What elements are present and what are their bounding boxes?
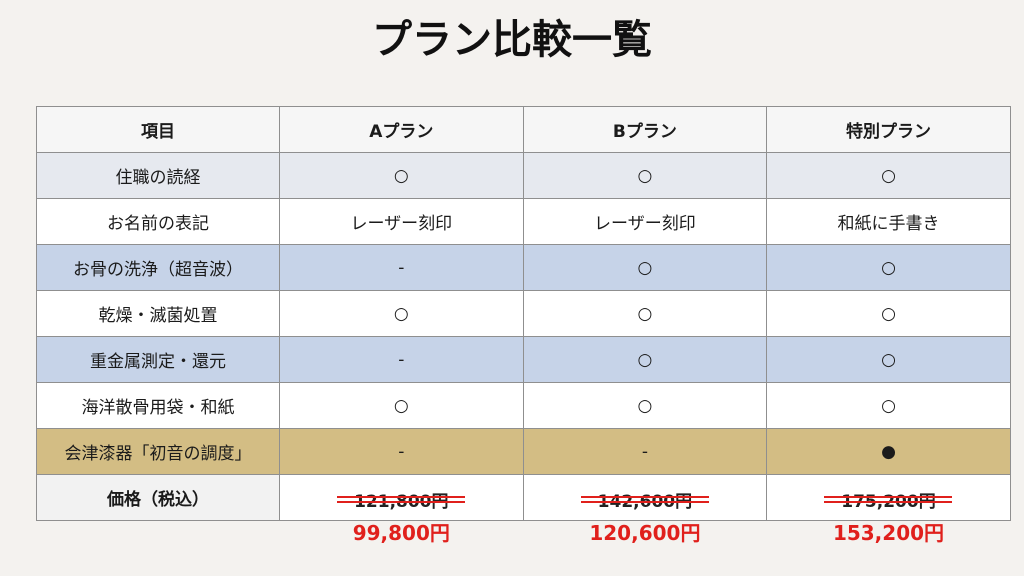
cell-plan-special: ○ [766,382,1011,429]
cell-plan-a: ○ [279,152,524,199]
table-row: 住職の読経 ○ ○ ○ [36,152,1011,199]
row-item-label: 住職の読経 [36,152,280,199]
strikethrough-line [824,496,953,498]
cell-plan-a: ○ [279,290,524,337]
strikethrough-line [337,501,466,503]
price-cell-plan-b: 142,600円 120,600円 [522,474,768,545]
cell-plan-a: - [279,428,524,475]
row-item-label: お骨の洗浄（超音波） [36,244,280,291]
strikethrough-line [337,496,466,498]
row-item-label: 乾燥・滅菌処置 [36,290,280,337]
cell-plan-a: - [279,244,524,291]
row-item-label: お名前の表記 [36,198,280,245]
price-row: 価格（税込） 121,800円 99,800円 142,600円 120,600… [36,474,1011,545]
header-item: 項目 [36,106,280,153]
new-price: 153,200円 [832,521,945,545]
table-row: 乾燥・滅菌処置 ○ ○ ○ [36,290,1011,337]
cell-plan-special: ● [766,428,1011,475]
row-item-label: 海洋散骨用袋・和紙 [36,382,280,429]
page-title: プラン比較一覧 [372,16,652,63]
old-price: 142,600円 [580,487,709,512]
cell-plan-b: ○ [522,336,768,383]
header-plan-b: Bプラン [522,106,768,153]
table-row: 海洋散骨用袋・和紙 ○ ○ ○ [36,382,1011,429]
strikethrough-line [580,496,709,498]
plan-comparison-table: 項目 Aプラン Bプラン 特別プラン 住職の読経 ○ ○ ○ お名前の表記 レー… [36,106,1011,545]
cell-plan-b: ○ [522,290,768,337]
price-cell-plan-a: 121,800円 99,800円 [279,474,524,545]
new-price: 99,800円 [352,521,450,545]
header-plan-a: Aプラン [279,106,524,153]
cell-plan-b: - [522,428,768,475]
row-item-label: 会津漆器「初音の調度」 [36,428,280,475]
cell-plan-special: ○ [766,290,1011,337]
cell-plan-a: レーザー刻印 [279,198,524,245]
row-item-label: 重金属測定・還元 [36,336,280,383]
cell-plan-special: ○ [766,244,1011,291]
old-price: 121,800円 [337,487,466,512]
cell-plan-a: - [279,336,524,383]
price-label: 価格（税込） [36,474,280,521]
cell-plan-a: ○ [279,382,524,429]
table-row: 重金属測定・還元 - ○ ○ [36,336,1011,383]
table-row: お骨の洗浄（超音波） - ○ ○ [36,244,1011,291]
table-row: 会津漆器「初音の調度」 - - ● [36,428,1011,475]
cell-plan-special: ○ [766,336,1011,383]
table-row: お名前の表記 レーザー刻印 レーザー刻印 和紙に手書き [36,198,1011,245]
cell-plan-b: ○ [522,382,768,429]
cell-plan-b: ○ [522,244,768,291]
strikethrough-line [824,501,953,503]
header-plan-special: 特別プラン [766,106,1011,153]
cell-plan-special: ○ [766,152,1011,199]
price-cell-plan-special: 175,200円 153,200円 [766,474,1011,545]
table-header-row: 項目 Aプラン Bプラン 特別プラン [36,106,1011,153]
cell-plan-b: ○ [522,152,768,199]
new-price: 120,600円 [589,521,701,545]
cell-plan-b: レーザー刻印 [522,198,768,245]
cell-plan-special: 和紙に手書き [766,198,1011,245]
old-price: 175,200円 [824,487,953,512]
strikethrough-line [580,501,709,503]
